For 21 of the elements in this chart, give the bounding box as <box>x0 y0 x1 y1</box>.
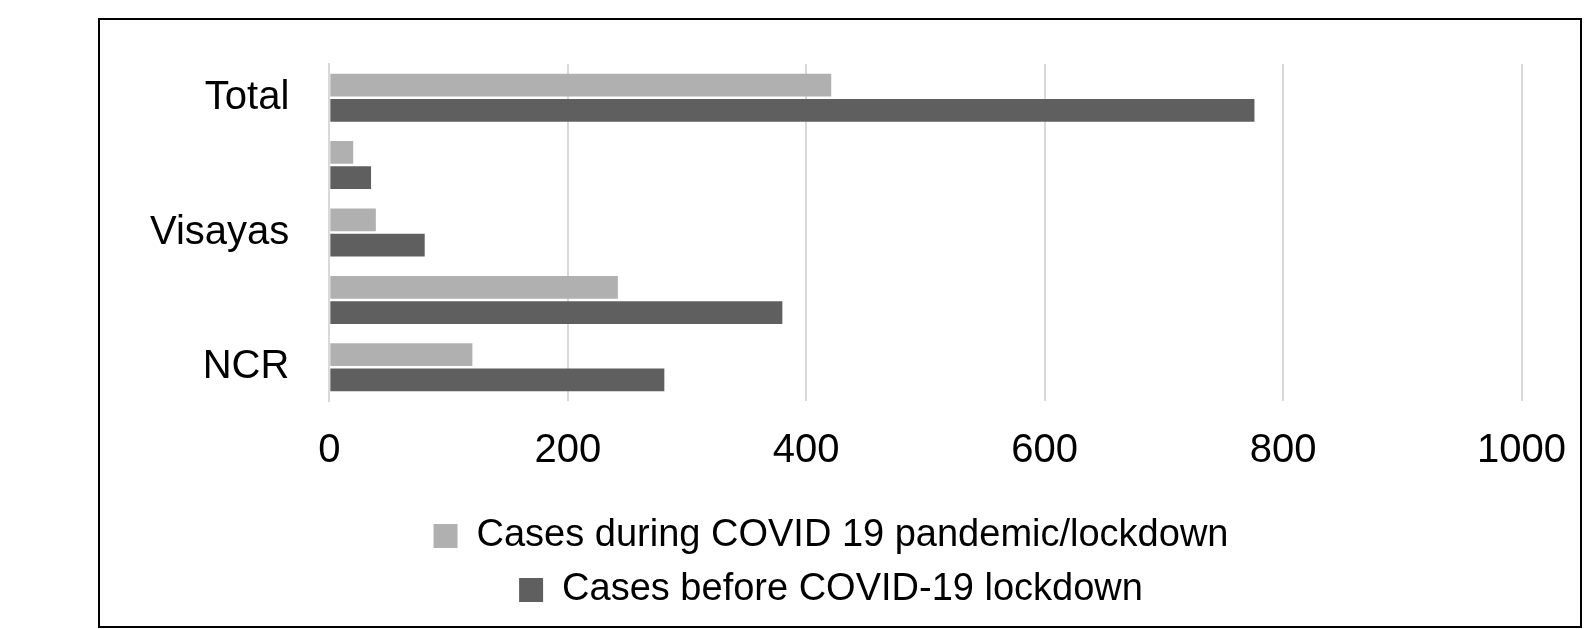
bar <box>330 141 354 164</box>
legend-label: Cases during COVID 19 pandemic/lockdown <box>476 512 1229 555</box>
bar <box>330 343 473 367</box>
x-tick-label: 400 <box>772 426 840 471</box>
bar <box>330 233 425 257</box>
x-tick-label: 800 <box>1249 426 1317 471</box>
bar <box>330 208 376 232</box>
bar <box>330 301 783 324</box>
x-tick-label: 600 <box>1011 426 1079 471</box>
bar <box>330 275 618 299</box>
y-tick-label: NCR <box>202 342 290 387</box>
bar <box>330 368 665 392</box>
legend-label: Cases before COVID-19 lockdown <box>562 566 1143 609</box>
bar <box>330 73 832 97</box>
x-tick-label: 1000 <box>1477 426 1566 471</box>
y-tick-label: Total <box>204 72 290 117</box>
bar <box>330 98 1255 122</box>
bar <box>330 166 372 190</box>
y-tick-label: Visayas <box>149 207 290 252</box>
x-tick-label: 0 <box>318 426 341 471</box>
x-tick-label: 200 <box>534 426 602 471</box>
